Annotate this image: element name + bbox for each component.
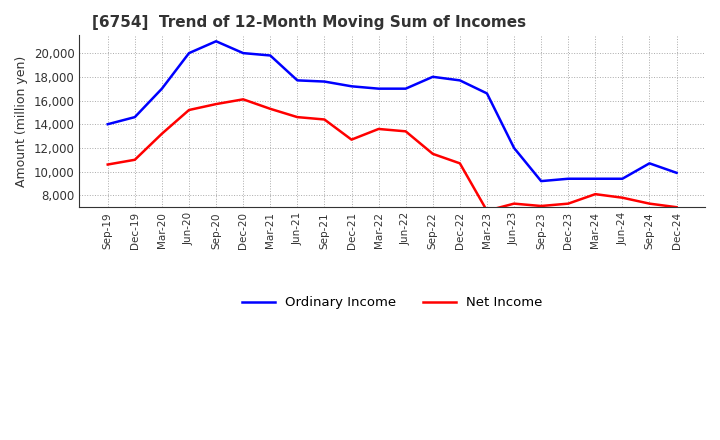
- Net Income: [645, 201, 654, 206]
- Ordinary Income: [184, 51, 193, 56]
- Ordinary Income: [591, 176, 600, 181]
- Net Income: [184, 107, 193, 113]
- Y-axis label: Amount (million yen): Amount (million yen): [15, 55, 28, 187]
- Ordinary Income: [130, 114, 139, 120]
- Net Income: [130, 157, 139, 162]
- Ordinary Income: [158, 86, 166, 92]
- Ordinary Income: [456, 78, 464, 83]
- Net Income: [347, 137, 356, 142]
- Line: Ordinary Income: Ordinary Income: [108, 41, 677, 181]
- Ordinary Income: [104, 121, 112, 127]
- Net Income: [564, 201, 572, 206]
- Net Income: [482, 208, 491, 213]
- Ordinary Income: [320, 79, 329, 84]
- Ordinary Income: [401, 86, 410, 92]
- Net Income: [266, 106, 274, 111]
- Ordinary Income: [428, 74, 437, 80]
- Net Income: [158, 131, 166, 136]
- Net Income: [456, 161, 464, 166]
- Net Income: [672, 205, 681, 210]
- Net Income: [104, 162, 112, 167]
- Ordinary Income: [645, 161, 654, 166]
- Text: [6754]  Trend of 12-Month Moving Sum of Incomes: [6754] Trend of 12-Month Moving Sum of I…: [92, 15, 526, 30]
- Legend: Ordinary Income, Net Income: Ordinary Income, Net Income: [236, 291, 548, 315]
- Ordinary Income: [347, 84, 356, 89]
- Net Income: [537, 203, 546, 209]
- Net Income: [428, 151, 437, 157]
- Ordinary Income: [482, 91, 491, 96]
- Ordinary Income: [374, 86, 383, 92]
- Ordinary Income: [537, 179, 546, 184]
- Net Income: [618, 195, 626, 200]
- Ordinary Income: [510, 145, 518, 150]
- Ordinary Income: [293, 78, 302, 83]
- Line: Net Income: Net Income: [108, 99, 677, 211]
- Ordinary Income: [618, 176, 626, 181]
- Ordinary Income: [239, 51, 248, 56]
- Net Income: [212, 102, 220, 107]
- Ordinary Income: [672, 170, 681, 176]
- Net Income: [591, 191, 600, 197]
- Net Income: [510, 201, 518, 206]
- Net Income: [374, 126, 383, 132]
- Net Income: [293, 114, 302, 120]
- Ordinary Income: [212, 39, 220, 44]
- Net Income: [320, 117, 329, 122]
- Net Income: [401, 128, 410, 134]
- Ordinary Income: [564, 176, 572, 181]
- Ordinary Income: [266, 53, 274, 58]
- Net Income: [239, 97, 248, 102]
